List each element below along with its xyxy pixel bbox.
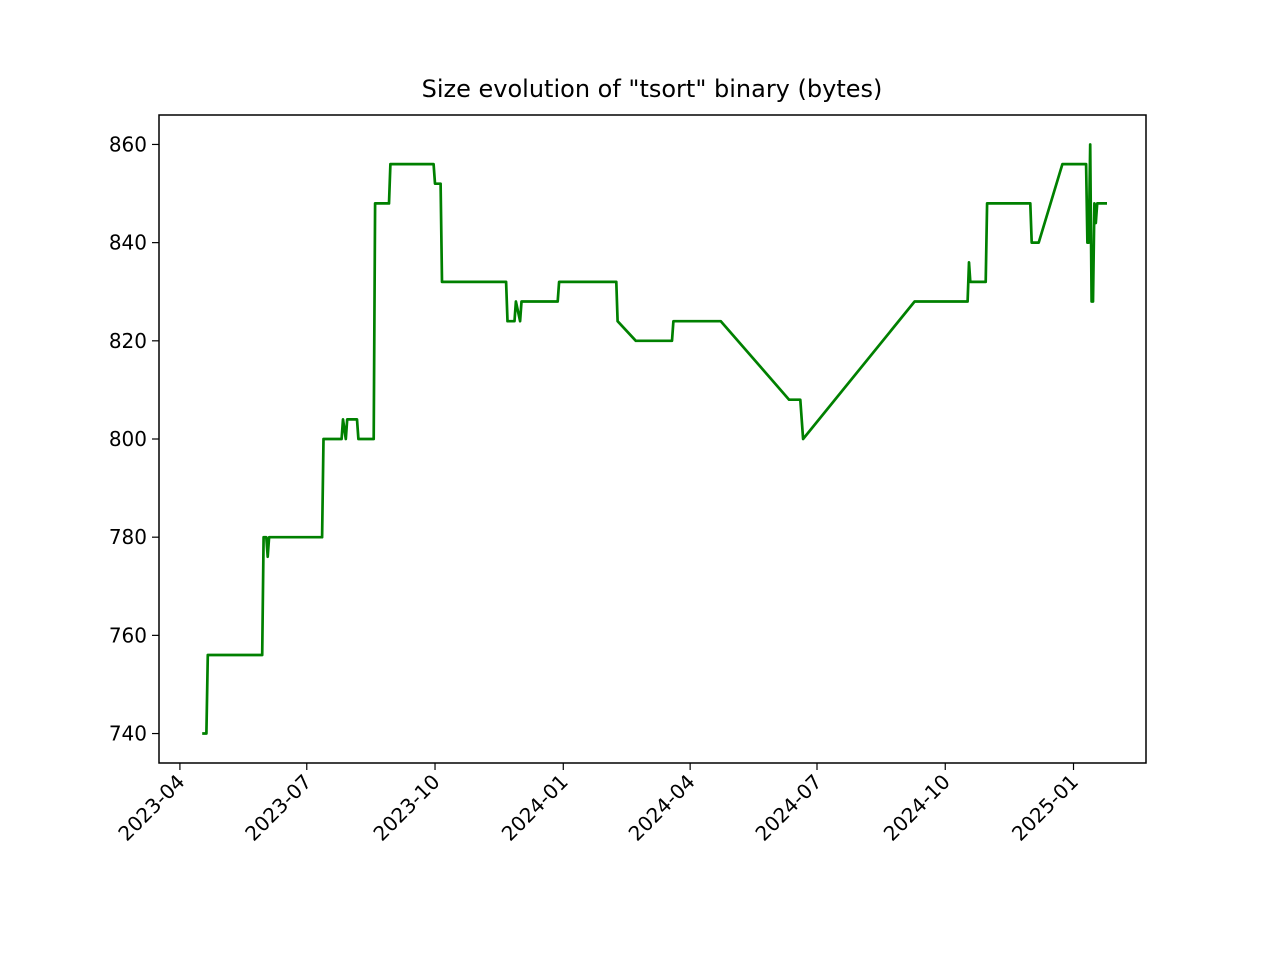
x-tick-label: 2023-04 [113,770,189,846]
plot-frame [158,114,1147,764]
y-tick-label: 740 [109,722,147,746]
y-tick-label: 780 [109,525,147,549]
y-tick-label: 860 [109,132,147,156]
y-axis: 740 760 780 800 820 840 860 [109,132,159,746]
x-tick-label: 2025-01 [1007,770,1083,846]
y-tick-label: 800 [109,427,147,451]
y-tick-label: 820 [109,329,147,353]
series-line [202,143,1107,735]
y-tick-label: 760 [109,623,147,647]
x-tick-label: 2024-10 [879,770,955,846]
x-tick-label: 2024-07 [750,770,826,846]
x-tick-label: 2023-07 [240,770,316,846]
y-tick-label: 840 [109,231,147,255]
chart-title: Size evolution of "tsort" binary (bytes) [422,75,883,103]
x-axis: 2023-04 2023-07 2023-10 2024-01 2024-04 2024-… [113,763,1083,846]
x-tick-label: 2023-10 [368,770,444,846]
x-tick-label: 2024-01 [497,770,573,846]
x-tick-label: 2024-04 [624,770,700,846]
